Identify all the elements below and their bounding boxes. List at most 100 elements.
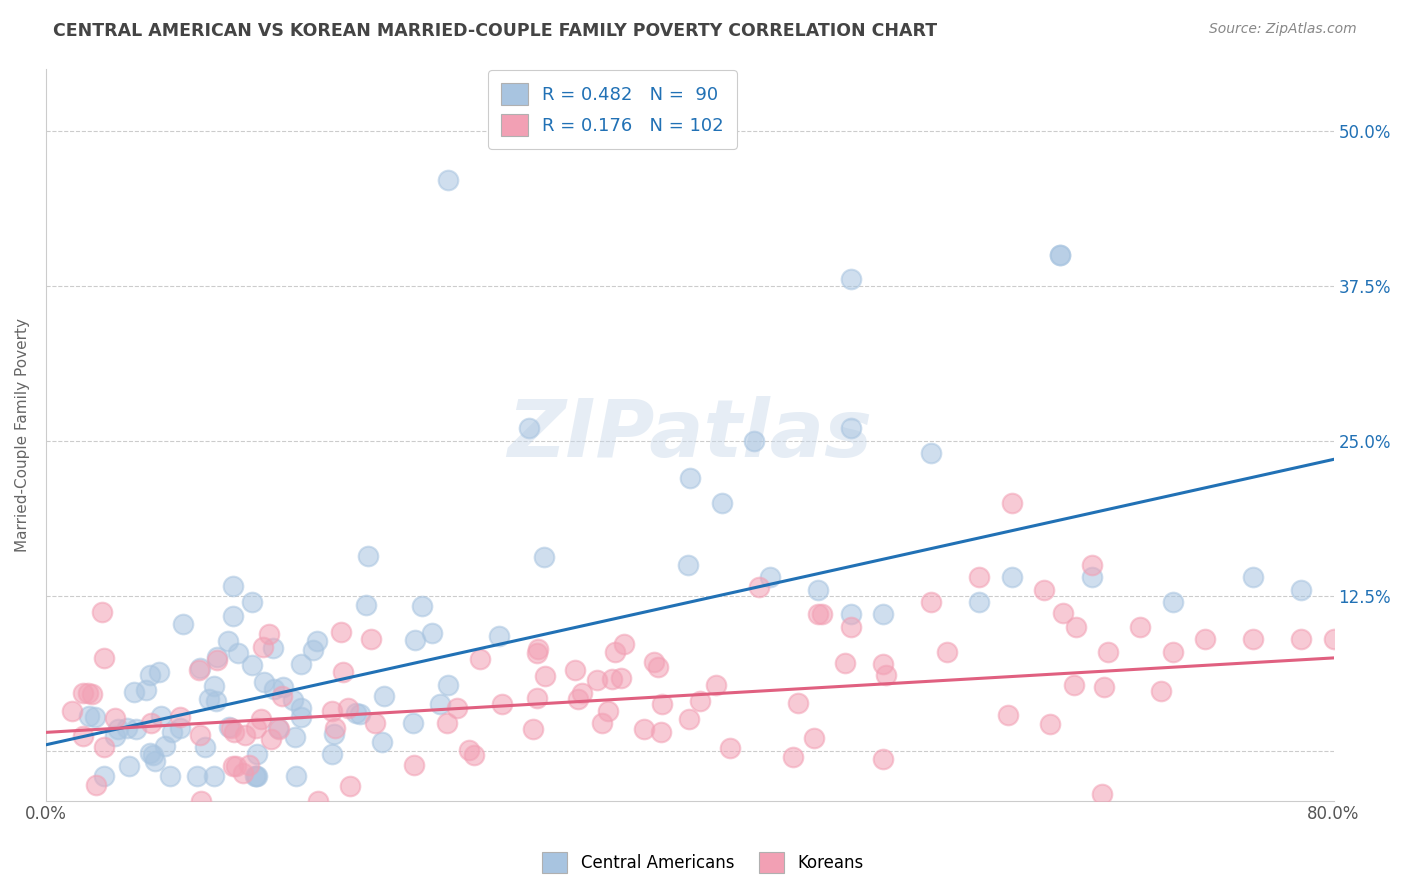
Point	[225, 759, 247, 773]
Point	[405, 633, 427, 648]
Point	[290, 701, 312, 715]
Point	[787, 696, 810, 710]
Point	[1194, 632, 1216, 647]
Point	[613, 637, 636, 651]
Point	[610, 671, 633, 685]
Point	[235, 729, 257, 743]
Point	[125, 722, 148, 736]
Point	[246, 769, 269, 783]
Point	[253, 675, 276, 690]
Point	[526, 642, 548, 657]
Point	[470, 651, 492, 665]
Point	[148, 665, 170, 679]
Point	[567, 692, 589, 706]
Point	[429, 697, 451, 711]
Point	[1049, 247, 1071, 261]
Point	[190, 794, 212, 808]
Point	[139, 715, 162, 730]
Point	[446, 701, 468, 715]
Point	[491, 698, 513, 712]
Point	[222, 579, 245, 593]
Point	[357, 549, 380, 563]
Point	[533, 549, 555, 564]
Point	[936, 645, 959, 659]
Point	[1161, 645, 1184, 659]
Point	[676, 558, 699, 572]
Point	[1129, 620, 1152, 634]
Point	[633, 723, 655, 737]
Point	[332, 665, 354, 679]
Legend: Central Americans, Koreans: Central Americans, Koreans	[536, 846, 870, 880]
Point	[84, 710, 107, 724]
Point	[187, 663, 209, 677]
Point	[354, 598, 377, 612]
Point	[1291, 632, 1313, 647]
Point	[222, 608, 245, 623]
Point	[437, 173, 460, 187]
Point	[122, 684, 145, 698]
Point	[339, 779, 361, 793]
Point	[245, 769, 267, 783]
Point	[222, 758, 245, 772]
Point	[337, 700, 360, 714]
Point	[72, 729, 94, 743]
Point	[93, 769, 115, 783]
Point	[321, 704, 343, 718]
Point	[91, 605, 114, 619]
Point	[205, 649, 228, 664]
Point	[704, 678, 727, 692]
Point	[139, 747, 162, 761]
Point	[115, 722, 138, 736]
Point	[153, 739, 176, 753]
Point	[257, 627, 280, 641]
Point	[249, 712, 271, 726]
Point	[1322, 632, 1344, 647]
Point	[872, 657, 894, 672]
Point	[1150, 684, 1173, 698]
Point	[647, 659, 669, 673]
Point	[404, 758, 426, 772]
Point	[246, 747, 269, 761]
Point	[1039, 716, 1062, 731]
Point	[169, 710, 191, 724]
Point	[302, 643, 325, 657]
Point	[271, 680, 294, 694]
Point	[534, 669, 557, 683]
Point	[1032, 582, 1054, 597]
Point	[810, 607, 832, 622]
Text: Source: ZipAtlas.com: Source: ZipAtlas.com	[1209, 22, 1357, 37]
Legend: R = 0.482   N =  90, R = 0.176   N = 102: R = 0.482 N = 90, R = 0.176 N = 102	[488, 70, 737, 149]
Point	[104, 729, 127, 743]
Point	[240, 658, 263, 673]
Point	[232, 766, 254, 780]
Point	[284, 731, 307, 745]
Point	[1092, 680, 1115, 694]
Point	[839, 620, 862, 634]
Point	[323, 721, 346, 735]
Point	[651, 697, 673, 711]
Point	[371, 735, 394, 749]
Point	[679, 471, 702, 485]
Point	[143, 754, 166, 768]
Point	[139, 667, 162, 681]
Point	[1161, 595, 1184, 609]
Point	[839, 272, 862, 286]
Point	[596, 704, 619, 718]
Point	[290, 657, 312, 671]
Point	[82, 687, 104, 701]
Point	[526, 646, 548, 660]
Point	[603, 645, 626, 659]
Point	[150, 709, 173, 723]
Point	[86, 778, 108, 792]
Text: ZIPatlas: ZIPatlas	[508, 395, 872, 474]
Point	[323, 727, 346, 741]
Point	[1097, 645, 1119, 659]
Point	[267, 721, 290, 735]
Point	[284, 769, 307, 783]
Point	[803, 731, 825, 745]
Point	[1001, 570, 1024, 584]
Point	[488, 629, 510, 643]
Point	[252, 640, 274, 654]
Point	[742, 434, 765, 448]
Point	[76, 686, 98, 700]
